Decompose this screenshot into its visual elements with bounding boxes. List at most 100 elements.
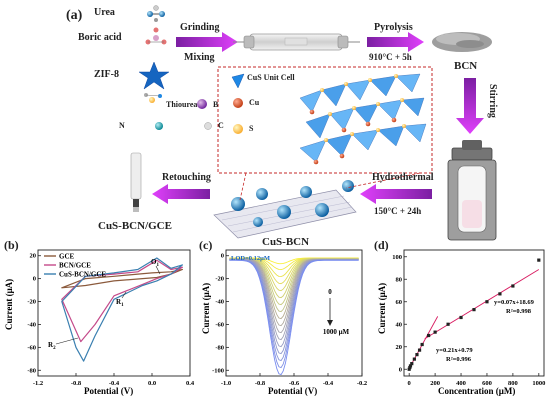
tube-furnace-icon <box>233 33 360 51</box>
retouching-label: Retouching <box>162 172 211 183</box>
panel-c-xtick-label: -0.4 <box>323 380 334 387</box>
mixing-label: Mixing <box>184 52 215 63</box>
panel-c-xtick-label: -0.6 <box>289 380 300 387</box>
zif8-label: ZIF-8 <box>94 69 119 80</box>
panel-b-label: (b) <box>4 238 19 252</box>
panel-d-data-point <box>408 365 412 370</box>
panel-c-ytick-label: -80 <box>215 344 224 351</box>
panel-d-data-point <box>420 342 424 347</box>
boron-label: B <box>213 100 219 109</box>
autoclave-icon <box>447 140 497 241</box>
panel-d-data-point <box>427 333 431 338</box>
panel-b-series-1 <box>61 268 183 289</box>
cu-ball-icon <box>233 98 243 108</box>
cus-crystal-structure-icon <box>299 73 427 163</box>
boric-acid-molecule-icon <box>145 27 167 45</box>
panel-d-eq-low: y=0.21x+0.79 <box>436 347 473 354</box>
panel-d-ytick-label: 0 <box>399 366 402 373</box>
panel-b-ytick-label: -20 <box>27 299 36 306</box>
panel-d-data-point <box>412 357 416 361</box>
panel-b-xtick-label: 0.0 <box>148 380 156 387</box>
panel-c-conc-start: 0 <box>328 288 332 296</box>
cus-bcn-label: CuS-BCN <box>262 236 310 248</box>
panel-b-r1-pointer <box>121 291 127 299</box>
cus-bcn-sheet-icon <box>213 180 357 239</box>
panel-d-data-point <box>472 308 476 312</box>
panel-d-data-point <box>459 315 463 320</box>
panel-b-legend-label: BCN/GCE <box>59 262 91 270</box>
panel-d-xtick-label: 0 <box>408 380 411 387</box>
panel-d-data-point <box>485 300 489 304</box>
cu-label: Cu <box>249 98 260 107</box>
panel-b-xtick-label: 0.4 <box>186 380 195 387</box>
panel-d-ytick-label: 20 <box>396 344 403 351</box>
panel-d-data-point <box>433 330 437 334</box>
panel-b-legend-label: GCE <box>59 253 75 261</box>
panel-b-r2-subscript: 2 <box>53 346 56 351</box>
panel-d-data-point <box>511 284 515 288</box>
panel-c-ytick-label: -40 <box>215 299 224 306</box>
panel-d-xlabel: Concentration (μM) <box>438 386 516 396</box>
carbon-label: C <box>218 121 224 130</box>
panel-b-legend-label: CuS-BCN/GCE <box>59 271 106 279</box>
pyrolysis-label: Pyrolysis <box>374 22 413 33</box>
s-label: S <box>249 124 254 133</box>
panel-b-ytick-label: 20 <box>30 253 37 260</box>
boron-ball-icon <box>197 99 207 109</box>
panel-d-data-point <box>537 258 541 262</box>
panel-d-xtick-label: 400 <box>456 380 466 387</box>
unit-cell-label: CuS Unit Cell <box>247 73 295 82</box>
panel-d-data-point <box>410 362 414 366</box>
retouching-arrow-icon <box>152 184 210 204</box>
panel-c-xtick-label: -1.0 <box>221 380 231 387</box>
grinding-label: Grinding <box>180 22 220 33</box>
panel-d-data-point <box>417 348 422 352</box>
cus-unit-cell-inset <box>217 66 433 174</box>
panel-c-ytick-label: 0 <box>221 253 224 260</box>
electrode-icon <box>130 152 142 212</box>
s-ball-icon <box>233 124 243 134</box>
panel-c-ytick-label: -60 <box>215 321 224 328</box>
panel-b-r1-subscript: 1 <box>121 303 124 308</box>
panel-b-r2-annotation: R2 <box>48 341 56 351</box>
panel-b-ytick-label: -60 <box>27 344 36 351</box>
panel-d-frame <box>403 249 545 377</box>
panel-b-o1-subscript: 1 <box>156 263 159 268</box>
panel-d-ytick-label: 100 <box>392 254 402 261</box>
panel-b-xlabel: Potential (V) <box>84 386 134 396</box>
panel-b-series-2 <box>61 259 183 343</box>
panel-d-xtick-label: 1000 <box>532 380 545 387</box>
boric-acid-label: Boric acid <box>78 32 122 43</box>
unit-cell-legend-icon <box>231 73 245 89</box>
thiourea-molecule-icon <box>144 93 162 103</box>
panel-c-xlabel: Potential (V) <box>268 386 318 396</box>
panel-c-xtick-label: -0.2 <box>357 380 367 387</box>
panel-b-ytick-label: 0 <box>33 276 36 283</box>
panel-d-ylabel: Current (μA) <box>377 282 387 334</box>
panel-b-ytick-label: -80 <box>27 367 36 374</box>
zif8-star-icon <box>138 61 170 90</box>
panel-c-dpv-curve <box>229 259 359 376</box>
panel-b-r2-pointer <box>55 337 79 345</box>
panel-b-r1-annotation: R1 <box>116 298 124 308</box>
panel-b-xtick-label: -1.2 <box>33 380 43 387</box>
panel-d-fit-line <box>424 269 540 340</box>
panel-d-eq-high: y=0.07x+18.69 <box>494 299 535 306</box>
urea-label: Urea <box>94 7 115 18</box>
panel-d-data-point <box>415 353 419 357</box>
panel-d-data-point <box>407 367 411 371</box>
panel-c-ytick-label: -20 <box>215 276 224 283</box>
panel-c-conc-arrowhead <box>327 320 333 326</box>
panel-d-r2-low: R²=0.996 <box>446 356 472 363</box>
panel-d-data-point <box>408 364 413 368</box>
panel-b-o1-annotation: O1 <box>151 258 159 268</box>
panel-b-ytick-label: -40 <box>27 321 36 328</box>
panel-d-r2-high: R²=0.998 <box>506 308 532 315</box>
cus-crystal-atoms <box>309 74 406 165</box>
panel-b-xtick-label: -0.8 <box>71 380 82 387</box>
grinding-arrow-icon <box>176 32 238 52</box>
panel-d-label: (d) <box>374 238 389 252</box>
electrode-label: CuS-BCN/GCE <box>98 220 172 232</box>
